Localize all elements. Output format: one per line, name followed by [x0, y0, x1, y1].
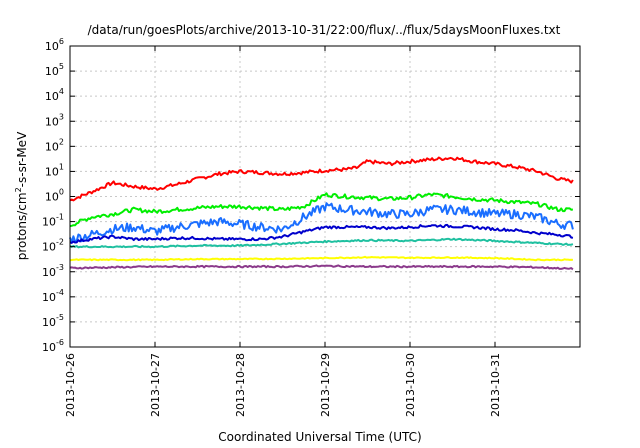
y-tick-label: 10-1: [42, 213, 64, 229]
x-axis-label: Coordinated Universal Time (UTC): [218, 430, 421, 444]
series-line: [69, 264, 574, 271]
x-tick-label: 2013-10-29: [319, 353, 332, 417]
y-tick-label: 103: [45, 112, 64, 128]
y-tick-label: 10-6: [42, 338, 64, 354]
y-tick-label: 10-5: [42, 313, 64, 329]
y-tick-label: 102: [45, 137, 64, 153]
y-tick-label: 10-4: [42, 288, 64, 304]
y-tick-label: 106: [45, 37, 64, 53]
series-line: [69, 156, 574, 202]
y-tick-label: 101: [45, 162, 64, 178]
series-line: [69, 223, 574, 244]
series-line: [69, 255, 574, 262]
series-line: [69, 202, 574, 244]
y-tick-label: 10-3: [42, 263, 64, 279]
x-tick-label: 2013-10-28: [234, 353, 247, 417]
y-tick-label: 104: [45, 87, 64, 103]
y-tick-label: 10-2: [42, 238, 64, 254]
chart-title: /data/run/goesPlots/archive/2013-10-31/2…: [88, 23, 561, 37]
grid-lines: [70, 46, 580, 347]
x-tick-label: 2013-10-27: [149, 353, 162, 417]
y-tick-label: 105: [45, 62, 64, 78]
y-tick-label: 100: [45, 188, 64, 204]
y-axis-label: protons/cm2-s-sr-MeV: [14, 131, 29, 260]
series-layer: [69, 156, 574, 271]
x-tick-labels: 2013-10-26 2013-10-27 2013-10-28 2013-10-29…: [64, 353, 502, 417]
x-tick-label: 2013-10-26: [64, 353, 77, 417]
series-line: [69, 192, 574, 228]
series-line: [69, 237, 574, 249]
tick-marks: [69, 45, 580, 348]
x-tick-label: 2013-10-30: [404, 353, 417, 417]
y-tick-labels: 10-6 10-5 10-4 10-3 10-2 10-1 100 101 102 103 104 1…: [42, 37, 64, 354]
x-tick-label: 2013-10-31: [489, 353, 502, 417]
